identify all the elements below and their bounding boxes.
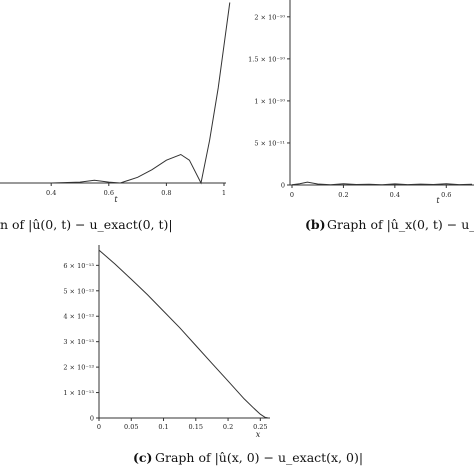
panel-c-x-tick-label: 0.25	[253, 423, 267, 431]
panel-c-caption: Graph of |û(x, 0) − u_exact(x, 0)|	[155, 450, 363, 465]
panel-c-x-tick-label: 0.05	[124, 423, 138, 431]
panel-b-y-tick-label: 5 × 10⁻¹¹	[254, 139, 285, 147]
panel-c-y-tick-label: 6 × 10⁻¹³	[63, 262, 94, 270]
panel-c-y-tick-label: 4 × 10⁻¹³	[63, 313, 94, 321]
panel-c-x-tick-label: 0	[97, 423, 101, 431]
panel-a-x-tick-label: 0.8	[161, 189, 171, 197]
panel-c-y-tick-label: 1 × 10⁻¹³	[63, 389, 94, 397]
panel-c-x-tick-label: 0.1	[158, 423, 168, 431]
panel-c-x-tick-label: 0.2	[223, 423, 233, 431]
panel-c-y-tick-label: 0	[90, 415, 94, 423]
panel-c-curve	[98, 249, 269, 419]
panel-c-y-tick-label: 2 × 10⁻¹³	[63, 364, 94, 372]
panel-a-x-tick-label: 1	[222, 189, 226, 197]
panel-b-y-tick-label: 0	[281, 182, 285, 190]
panel-b-x-tick-label: 0.4	[390, 191, 400, 199]
panel-c-caption-label: (c)	[133, 450, 152, 465]
panel-b-x-axis-label: t	[436, 196, 440, 205]
panel-b-curve	[291, 181, 473, 186]
panel-b-x-tick-label: 0	[290, 191, 294, 199]
panel-c-y-tick-label: 3 × 10⁻¹³	[63, 338, 94, 346]
panel-b-x-tick-label: 0.2	[338, 191, 348, 199]
panel-b-caption-label: (b)	[305, 217, 326, 232]
panel-a-x-tick-label: 0.6	[104, 189, 114, 197]
panel-a-x-tick-label: 0.4	[46, 189, 56, 197]
panel-c-x-axis-label: x	[256, 430, 261, 439]
panel-a-caption: n of |û(0, t) − u_exact(0, t)|	[0, 217, 173, 232]
panel-b-caption: Graph of |û_x(0, t) − u_exe	[327, 217, 474, 232]
panel-c-x-tick-label: 0.15	[189, 423, 203, 431]
panel-b-y-tick-label: 1 × 10⁻¹⁰	[254, 97, 285, 105]
panel-a-curve	[22, 2, 231, 185]
panel-b-x-tick-label: 0.6	[441, 191, 451, 199]
panel-b-y-tick-label: 2 × 10⁻¹⁰	[254, 13, 285, 21]
panel-a-x-axis-label: t	[114, 195, 118, 204]
panel-c-y-tick-label: 5 × 10⁻¹³	[63, 287, 94, 295]
panel-b-y-tick-label: 1.5 × 10⁻¹⁰	[248, 55, 285, 63]
